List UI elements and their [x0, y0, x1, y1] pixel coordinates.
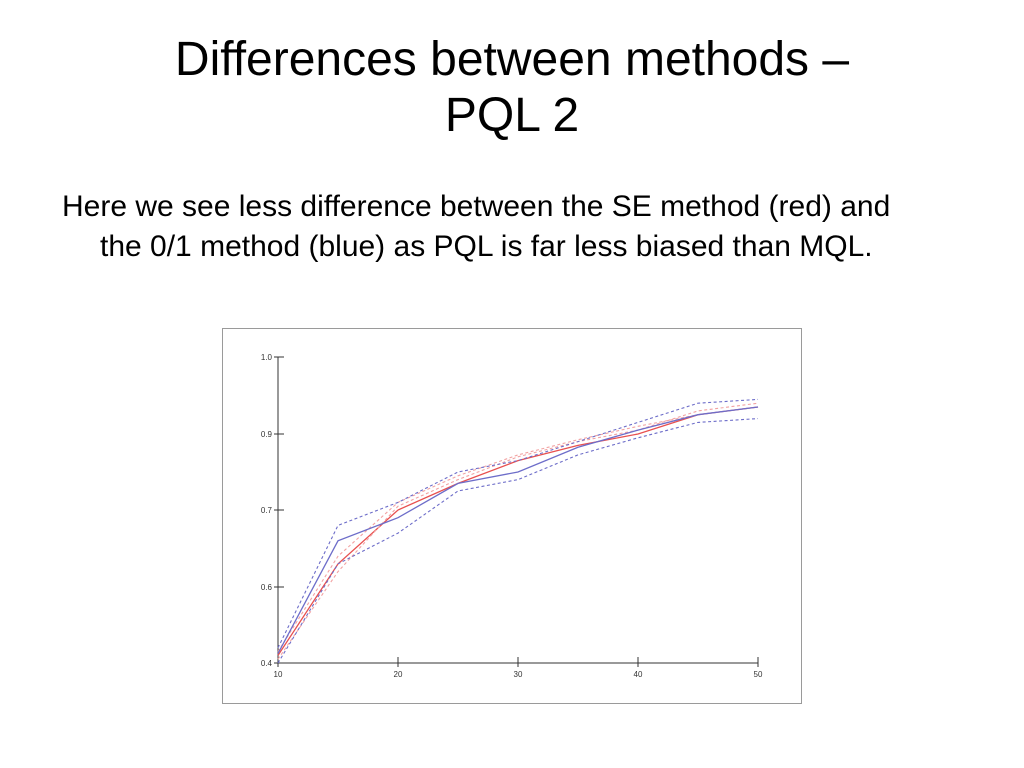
series-line-4	[277, 406, 759, 654]
y-tick-label: 1.0	[261, 353, 273, 362]
slide-title-line-1: Differences between methods –	[174, 33, 850, 86]
series-line-5	[277, 398, 759, 649]
series-line-6	[277, 418, 759, 664]
slide-body-text: Here we see less difference between the …	[62, 190, 891, 263]
x-tick-label: 20	[394, 670, 403, 679]
x-tick-label: 30	[514, 670, 523, 679]
line-chart: 0.4 0.6 0.7 0.9 1.0 10 20 30 40 50	[261, 353, 763, 679]
slide-title-line-2: PQL 2	[444, 89, 580, 142]
chart-frame: 0.4 0.6 0.7 0.9 1.0 10 20 30 40 50	[222, 328, 802, 704]
slide-title: Differences between methods – PQL 2	[60, 32, 964, 144]
y-tick-label: 0.7	[261, 506, 273, 515]
x-tick-label: 50	[754, 670, 763, 679]
y-tick-label: 0.9	[261, 430, 273, 439]
x-tick-label: 10	[274, 670, 283, 679]
y-tick-label: 0.4	[261, 659, 273, 668]
series-line-1	[277, 406, 759, 656]
y-tick-label: 0.6	[261, 583, 273, 592]
series-line-3	[277, 406, 759, 652]
x-tick-label: 40	[634, 670, 643, 679]
series-line-2	[277, 402, 759, 660]
